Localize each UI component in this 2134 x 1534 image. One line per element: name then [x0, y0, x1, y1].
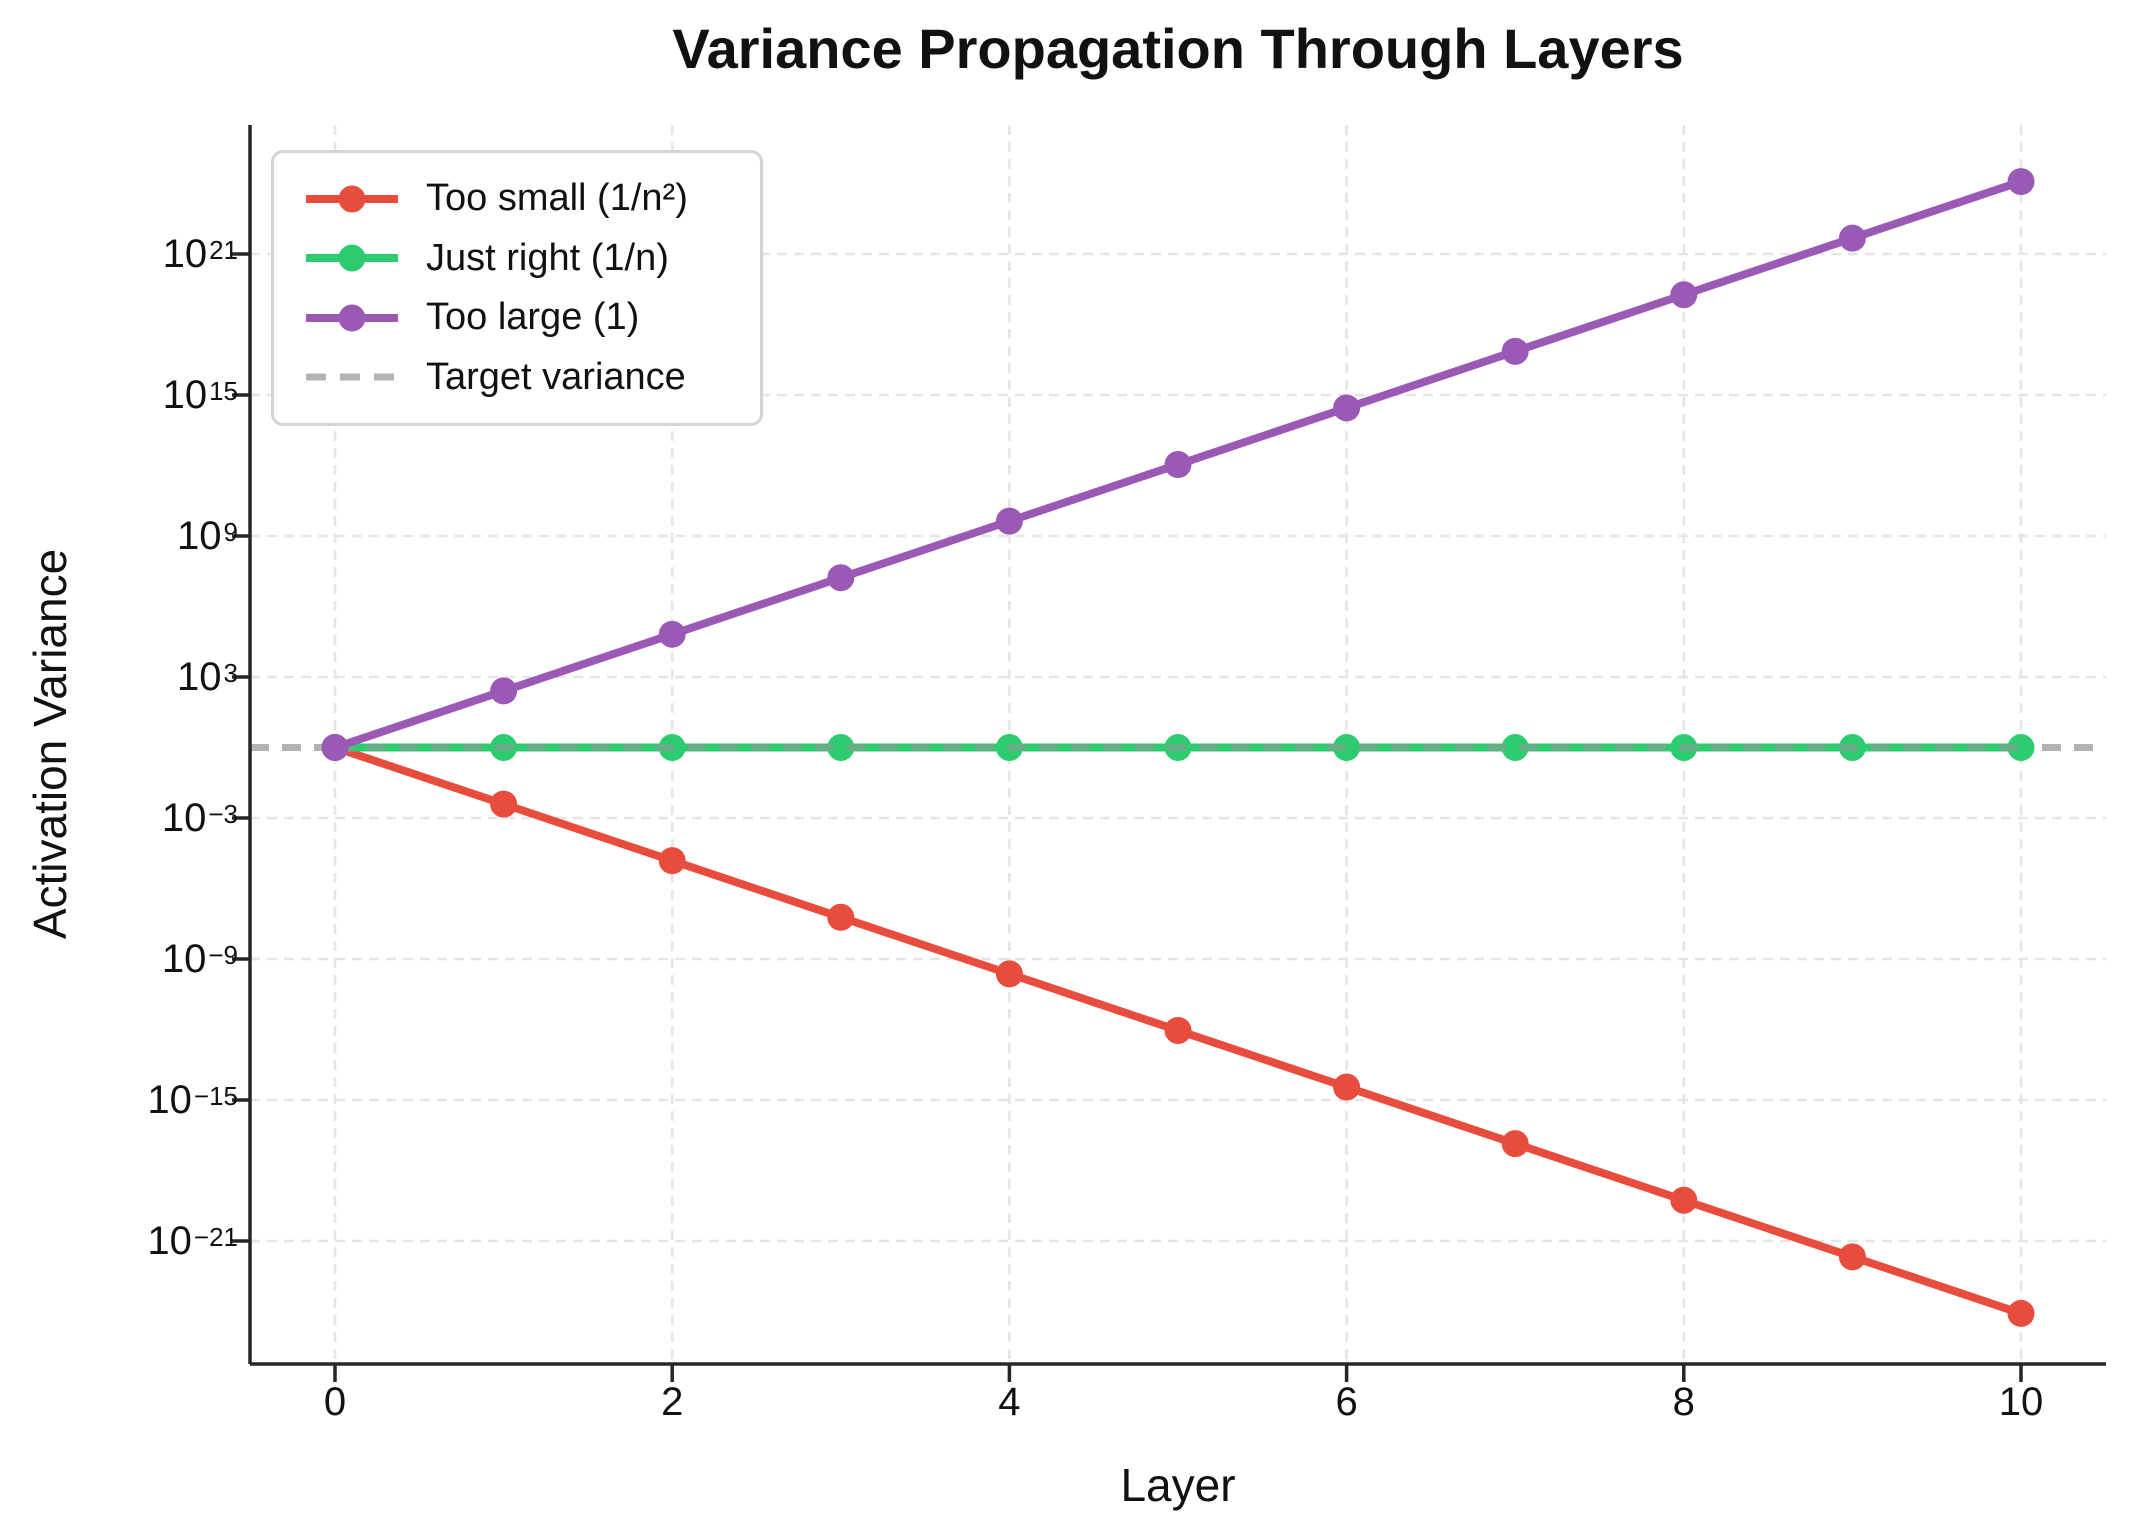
marker-too-small [1333, 1073, 1361, 1101]
marker-just-right [1333, 734, 1361, 761]
x-axis-label: Layer [1120, 1459, 1236, 1511]
marker-too-large [995, 507, 1023, 535]
tick-label-y: 10 9 [177, 513, 238, 558]
legend-row-just-right: Just right (1/n) [274, 237, 760, 280]
tick-label-x: 8 [1672, 1380, 1695, 1424]
legend-marker-too-small [338, 185, 366, 213]
marker-too-large [2007, 168, 2035, 196]
marker-too-large [1164, 451, 1192, 479]
legend-marker-just-right [338, 244, 366, 272]
legend: Too small (1/n²) Just right (1/n) Too larg… [271, 150, 763, 426]
marker-too-small [1838, 1243, 1866, 1271]
marker-too-small [995, 960, 1023, 988]
tick-label-y: 10 3 [177, 654, 238, 699]
tick-label-x: 4 [998, 1380, 1021, 1424]
legend-label-target-variance: Target variance [426, 355, 686, 398]
legend-sample-too-large [306, 304, 398, 332]
axes [232, 125, 2106, 1382]
marker-too-large [1838, 224, 1866, 252]
marker-just-right [1501, 734, 1529, 761]
tick-label-x: 10 [1998, 1380, 2044, 1424]
tick-label-x: 0 [323, 1380, 347, 1424]
marker-too-small [1501, 1130, 1529, 1158]
legend-sample-just-right [306, 244, 398, 272]
marker-too-large [321, 734, 349, 761]
tick-label-x: 6 [1335, 1380, 1358, 1424]
legend-marker-too-large [338, 304, 366, 332]
legend-row-target-variance: Target variance [274, 356, 760, 399]
marker-too-small [658, 847, 686, 875]
tick-label-y: 10 15 [162, 372, 238, 417]
marker-too-large [658, 620, 686, 648]
marker-too-small [827, 903, 855, 931]
marker-too-large [1501, 337, 1529, 365]
marker-too-small [1670, 1186, 1698, 1214]
tick-label-x: 2 [661, 1380, 684, 1424]
marker-too-small [2007, 1299, 2035, 1327]
tick-label-y: 10 −15 [147, 1077, 238, 1122]
tick-label-y: 10 −3 [161, 795, 238, 840]
legend-row-too-small: Too small (1/n²) [274, 177, 760, 220]
tick-label-y: 10 −9 [161, 936, 238, 981]
tick-label-y: 10 21 [162, 231, 238, 276]
legend-sample-too-small [306, 185, 398, 213]
legend-label-too-large: Too large (1) [426, 296, 640, 339]
chart-title: Variance Propagation Through Layers [672, 17, 1684, 80]
series-too-large [321, 168, 2035, 761]
legend-label-just-right: Just right (1/n) [426, 236, 669, 279]
marker-too-small [1164, 1016, 1192, 1044]
legend-row-too-large: Too large (1) [274, 296, 760, 339]
marker-too-large [490, 677, 518, 705]
marker-just-right [2007, 734, 2035, 761]
y-axis-label: Activation Variance [24, 548, 76, 940]
marker-too-small [490, 790, 518, 818]
marker-just-right [827, 734, 855, 761]
series-too-small [321, 734, 2035, 1327]
marker-too-large [1333, 394, 1361, 422]
legend-label-too-small: Too small (1/n²) [426, 177, 688, 220]
marker-too-large [1670, 281, 1698, 309]
tick-label-y: 10 −21 [147, 1218, 238, 1263]
marker-too-large [827, 564, 855, 592]
legend-sample-target-variance [306, 373, 398, 381]
